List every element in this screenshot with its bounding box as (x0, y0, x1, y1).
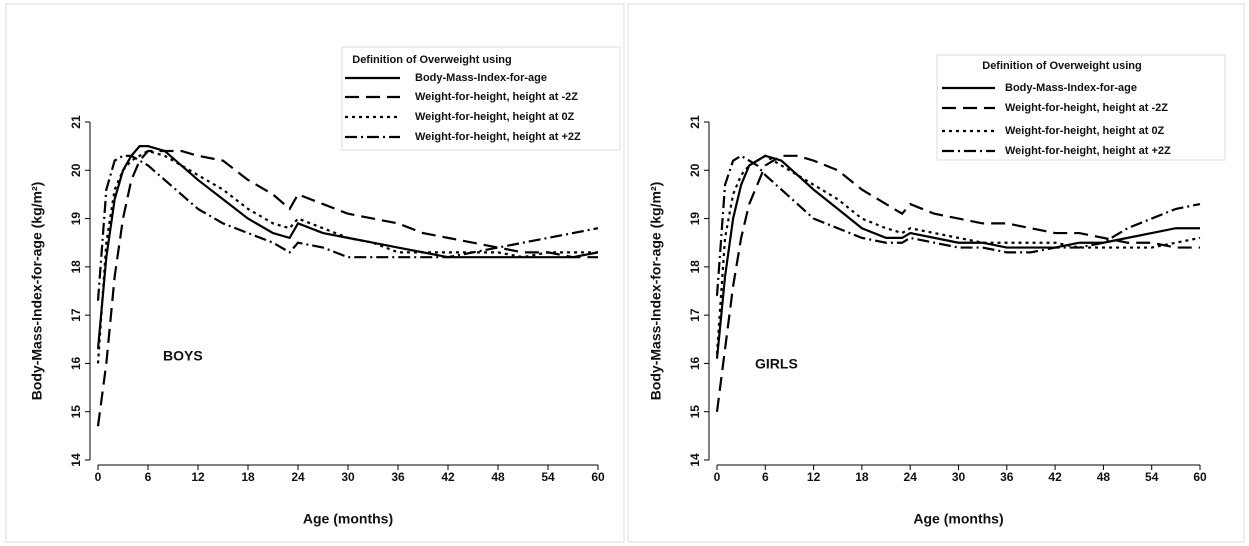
x-tick-label: 48 (491, 470, 505, 484)
x-tick-label: 60 (1193, 470, 1207, 484)
y-tick-label: 18 (688, 260, 702, 274)
x-tick-label: 60 (591, 470, 605, 484)
legend-label: Body-Mass-Index-for-age (415, 72, 547, 84)
x-tick-label: 6 (762, 470, 769, 484)
series-line (96, 145, 599, 350)
legend-label: Weight-for-height, height at 0Z (415, 111, 575, 123)
series-line (715, 154, 1201, 354)
x-tick-label: 36 (1000, 470, 1014, 484)
legend-label: Body-Mass-Index-for-age (1005, 82, 1137, 94)
x-tick-label: 12 (191, 470, 205, 484)
y-tick-label: 16 (688, 356, 702, 370)
y-tick-label: 18 (69, 260, 83, 274)
y-tick-label: 19 (69, 212, 83, 226)
legend-label: Weight-for-height, height at +2Z (415, 131, 581, 143)
legend-title: Definition of Overweight using (982, 60, 1142, 72)
series-line (96, 149, 598, 427)
series-line (96, 149, 598, 364)
legend-label: Weight-for-height, height at 0Z (1005, 125, 1165, 137)
series-line (96, 154, 599, 301)
legend-label: Weight-for-height, height at +2Z (1005, 145, 1171, 157)
x-tick-label: 18 (241, 470, 255, 484)
x-tick-label: 6 (145, 470, 152, 484)
y-tick-label: 14 (688, 453, 702, 467)
y-tick-label: 16 (69, 356, 83, 370)
y-tick-label: 20 (69, 163, 83, 177)
legend-box (341, 46, 621, 151)
y-tick-label: 19 (688, 212, 702, 226)
x-tick-label: 0 (95, 470, 102, 484)
panel-border (627, 3, 1245, 543)
x-axis-title: Age (months) (303, 511, 393, 527)
y-tick-label: 14 (69, 453, 83, 467)
y-tick-label: 17 (688, 308, 702, 322)
x-tick-label: 54 (1145, 470, 1159, 484)
y-tick-label: 21 (69, 115, 83, 129)
x-tick-label: 12 (807, 470, 821, 484)
x-tick-label: 30 (341, 470, 355, 484)
x-tick-label: 36 (391, 470, 405, 484)
x-tick-label: 42 (1048, 470, 1062, 484)
x-tick-label: 54 (541, 470, 555, 484)
legend-label: Weight-for-height, height at -2Z (415, 91, 578, 103)
legend-title: Definition of Overweight using (352, 54, 512, 66)
x-tick-label: 42 (441, 470, 455, 484)
y-tick-label: 21 (688, 115, 702, 129)
x-axis-title: Age (months) (913, 511, 1003, 527)
x-tick-label: 24 (904, 470, 918, 484)
y-axis-title: Body-Mass-Index-for-age (kg/m²) (648, 182, 664, 401)
panel-border (5, 3, 625, 543)
annotation: GIRLS (755, 356, 798, 372)
series-line (715, 154, 1200, 412)
y-tick-label: 15 (69, 405, 83, 419)
y-tick-label: 20 (688, 163, 702, 177)
x-tick-label: 18 (855, 470, 869, 484)
series-line (715, 154, 1200, 359)
x-tick-label: 24 (291, 470, 305, 484)
y-axis-title: Body-Mass-Index-for-age (kg/m²) (29, 182, 45, 401)
x-tick-label: 30 (952, 470, 966, 484)
y-tick-label: 17 (69, 308, 83, 322)
legend-label: Weight-for-height, height at -2Z (1005, 102, 1168, 114)
x-tick-label: 48 (1097, 470, 1111, 484)
y-tick-label: 15 (688, 405, 702, 419)
x-tick-label: 0 (714, 470, 721, 484)
annotation: BOYS (163, 348, 203, 364)
series-line (715, 154, 1201, 296)
